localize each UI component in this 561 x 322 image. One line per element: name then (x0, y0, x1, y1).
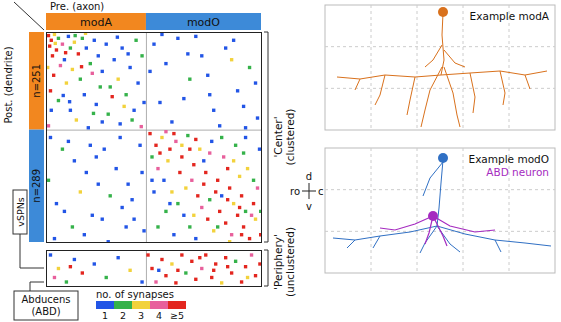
svg-text:modO: modO (187, 16, 220, 29)
svg-text:modA: modA (80, 16, 112, 29)
svg-text:d: d (306, 171, 312, 182)
svg-text:vSPNs: vSPNs (15, 197, 26, 226)
svg-text:ro: ro (290, 186, 300, 197)
svg-text:n=289: n=289 (31, 169, 42, 203)
svg-text:c: c (318, 186, 324, 197)
svg-text:3: 3 (138, 310, 144, 321)
svg-text:≥5: ≥5 (170, 310, 184, 321)
svg-text:no. of synapses: no. of synapses (96, 289, 174, 300)
svg-text:(clustered): (clustered) (284, 109, 296, 166)
svg-text:Pre. (axon): Pre. (axon) (50, 1, 104, 12)
svg-text:Example modA: Example modA (470, 10, 550, 22)
svg-text:'Periphery': 'Periphery' (272, 234, 284, 290)
svg-text:'Center': 'Center' (272, 116, 284, 157)
svg-text:Post. (dendrite): Post. (dendrite) (3, 46, 14, 123)
svg-text:4: 4 (156, 310, 162, 321)
svg-text:ABD neuron: ABD neuron (486, 166, 549, 178)
svg-text:Example modO: Example modO (469, 153, 549, 165)
svg-text:n=251: n=251 (31, 64, 42, 98)
svg-text:v: v (306, 201, 312, 212)
svg-text:(ABD): (ABD) (31, 306, 60, 317)
svg-text:2: 2 (120, 310, 126, 321)
svg-text:Abducens: Abducens (21, 294, 70, 305)
svg-text:1: 1 (102, 310, 108, 321)
svg-text:(unclustered): (unclustered) (284, 227, 296, 297)
